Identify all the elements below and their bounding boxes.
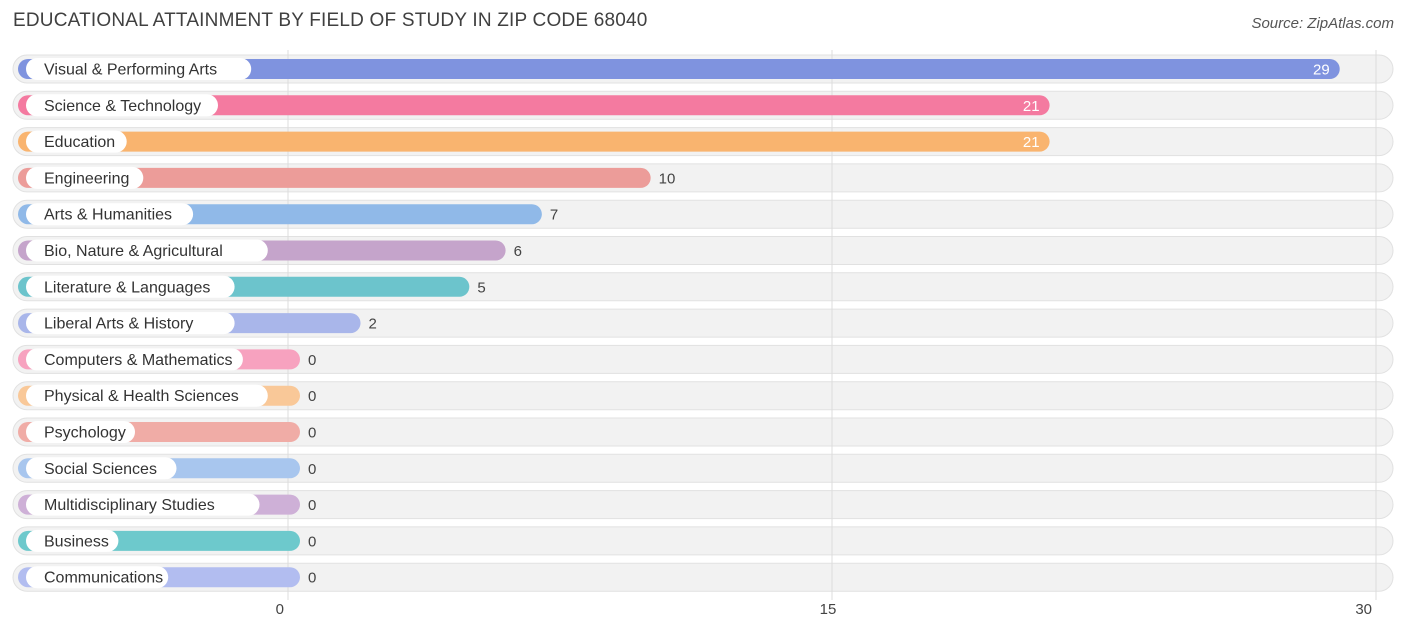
x-tick-label: 0 [276, 601, 284, 618]
category-label: Multidisciplinary Studies [44, 497, 215, 514]
value-label: 0 [308, 352, 316, 369]
category-label: Communications [44, 570, 163, 587]
bar [18, 95, 1050, 116]
category-label: Computers & Mathematics [44, 352, 233, 369]
x-tick-label: 30 [1355, 601, 1372, 618]
category-label: Engineering [44, 170, 129, 187]
category-label-pill [26, 493, 260, 516]
category-label-pill [26, 130, 127, 153]
bar [18, 167, 651, 188]
category-label: Psychology [44, 425, 126, 442]
category-label: Education [44, 134, 115, 151]
value-label: 0 [308, 425, 316, 442]
category-label: Literature & Languages [44, 279, 210, 296]
row-background [12, 417, 1394, 447]
row-background [12, 490, 1394, 520]
category-label-pill [26, 457, 177, 480]
category-label-pill [26, 348, 243, 371]
category-label: Visual & Performing Arts [44, 62, 217, 79]
category-label: Science & Technology [44, 98, 201, 115]
value-label: 29 [1313, 62, 1330, 79]
category-label-pill [26, 166, 144, 189]
value-label: 0 [308, 388, 316, 405]
category-label: Social Sciences [44, 461, 157, 478]
category-label-pill [26, 566, 169, 589]
value-label: 0 [308, 497, 316, 514]
value-label: 0 [308, 461, 316, 478]
bar [18, 131, 1050, 152]
category-label: Liberal Arts & History [44, 316, 193, 333]
category-label-pill [26, 94, 218, 117]
chart-title: EDUCATIONAL ATTAINMENT BY FIELD OF STUDY… [13, 10, 648, 31]
category-label-pill [26, 239, 268, 262]
value-label: 0 [308, 570, 316, 587]
value-label: 0 [308, 533, 316, 550]
x-tick-label: 15 [820, 601, 837, 618]
category-label-pill [26, 275, 235, 298]
category-label-pill [26, 421, 135, 443]
value-label: 6 [514, 243, 522, 260]
category-label-pill [26, 203, 194, 226]
row-background [12, 308, 1394, 338]
row-background [12, 526, 1394, 556]
category-label-pill [26, 312, 235, 335]
category-label-pill [26, 529, 119, 552]
category-label: Business [44, 533, 109, 550]
category-label: Physical & Health Sciences [44, 388, 239, 405]
value-label: 7 [550, 207, 558, 224]
category-label-pill [26, 58, 252, 80]
value-label: 21 [1023, 98, 1040, 115]
category-label: Bio, Nature & Agricultural [44, 243, 223, 260]
chart-source: Source: ZipAtlas.com [1251, 15, 1394, 32]
category-label: Arts & Humanities [44, 207, 172, 224]
bar [18, 59, 1340, 79]
row-background [12, 453, 1394, 483]
category-label-pill [26, 384, 268, 407]
value-label: 5 [477, 279, 485, 296]
value-label: 21 [1023, 134, 1040, 151]
value-label: 2 [369, 316, 377, 333]
value-label: 10 [659, 170, 676, 187]
row-background [12, 562, 1394, 592]
row-background [12, 344, 1394, 374]
row-background [12, 381, 1394, 411]
